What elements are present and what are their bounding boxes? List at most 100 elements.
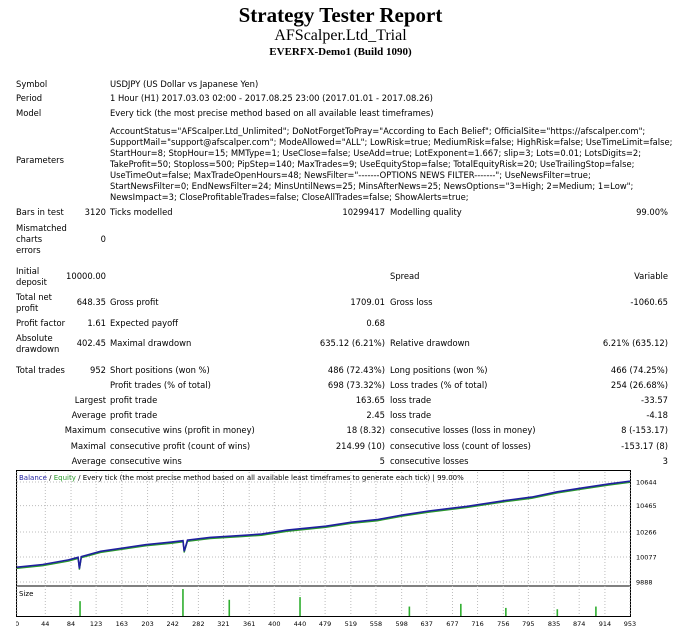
- balance-equity-chart: 10644 10465 10266 10077 9888 0 44 84 123 163 203 2…: [16, 470, 657, 628]
- mismatched-value: 0: [100, 234, 106, 244]
- y-tick-label: 10266: [636, 529, 657, 537]
- maximal-consecutive-profit-value: 214.99 (10): [335, 441, 385, 451]
- gross-loss-value: -1060.65: [630, 297, 668, 307]
- gross-profit-value: 1709.01: [350, 297, 385, 307]
- profit-trades-label: Profit trades (% of total): [110, 380, 211, 390]
- x-tick-label: 203: [141, 620, 153, 628]
- average-consecutive-label: Average: [71, 456, 106, 466]
- parameters-line: SupportMail="support@afscalper.com"; Mod…: [110, 137, 673, 147]
- parameters-line: AccountStatus="AFScalper.Ltd_Unlimited";…: [110, 126, 646, 136]
- largest-loss-value: -33.57: [641, 395, 668, 405]
- average-consecutive-losses-label: consecutive losses: [390, 456, 469, 466]
- x-tick-label: 756: [497, 620, 509, 628]
- max-consecutive-wins-label: consecutive wins (profit in money): [110, 425, 255, 435]
- x-tick-label: 0: [16, 620, 19, 628]
- expected-payoff-value: 0.68: [366, 318, 385, 328]
- maximal-drawdown-label: Maximal drawdown: [110, 338, 192, 348]
- gross-profit-label: Gross profit: [110, 297, 159, 307]
- average-profit-label: profit trade: [110, 410, 158, 420]
- absolute-drawdown-label-2: drawdown: [16, 344, 60, 354]
- x-tick-label: 163: [116, 620, 128, 628]
- x-tick-label: 795: [522, 620, 534, 628]
- period-label: Period: [16, 93, 43, 103]
- max-consecutive-wins-value: 18 (8.32): [346, 425, 385, 435]
- volume-bar: [505, 607, 507, 616]
- parameters-line: UseTimeOut=false; MaxTradeOpenHours=48; …: [110, 170, 591, 180]
- x-tick-label: 84: [67, 620, 75, 628]
- volume-bar: [556, 609, 559, 616]
- x-tick-label: 44: [41, 620, 49, 628]
- y-tick-label: 10465: [636, 502, 657, 510]
- x-tick-label: 242: [166, 620, 178, 628]
- x-axis-ticks: 0 44 84 123 163 203 242 282 321 361 400 440 479 519 55…: [16, 620, 636, 628]
- volume-bar: [595, 606, 597, 616]
- x-tick-label: 637: [421, 620, 433, 628]
- absolute-drawdown-value: 402.45: [76, 338, 106, 348]
- y-tick-label: 10077: [636, 554, 657, 562]
- maximum-label: Maximum: [64, 425, 106, 435]
- average-consecutive-losses-value: 3: [662, 456, 668, 466]
- legend-equity: Equity: [54, 474, 76, 482]
- parameters-line: TakeProfit=50; Stoploss=500; PipStep=140…: [110, 159, 635, 169]
- x-tick-label: 953: [624, 620, 636, 628]
- profit-trades-value: 698 (73.32%): [327, 380, 385, 390]
- parameters-line: NewsImpact=3; CloseProfitableTrades=fals…: [110, 192, 469, 202]
- chart-caption: Every tick (the most precise method base…: [83, 474, 464, 482]
- largest-loss-label: loss trade: [390, 395, 432, 405]
- parameters-label: Parameters: [16, 155, 64, 165]
- x-tick-label: 677: [446, 620, 458, 628]
- bars-value: 3120: [84, 207, 106, 217]
- mismatched-label-3: errors: [16, 245, 41, 255]
- x-tick-label: 400: [268, 620, 280, 628]
- average-consecutive-wins-value: 5: [379, 456, 385, 466]
- largest-label: Largest: [74, 395, 106, 405]
- absolute-drawdown-label-1: Absolute: [16, 333, 53, 343]
- parameters-line: StartHour=8; StopHour=15; MMType=1; UseC…: [110, 148, 642, 158]
- maximal-label: Maximal: [70, 441, 106, 451]
- parameters-line: StartNewsFilter=0; EndNewsFilter=24; Min…: [110, 181, 634, 191]
- x-tick-label: 440: [294, 620, 306, 628]
- chart-frame: [16, 470, 631, 617]
- volume-bars: [79, 589, 597, 616]
- expected-payoff-label: Expected payoff: [110, 318, 179, 328]
- volume-bar: [79, 601, 81, 616]
- period-value: 1 Hour (H1) 2017.03.03 02:00 - 2017.08.2…: [110, 93, 433, 103]
- profit-factor-label: Profit factor: [16, 318, 66, 328]
- long-positions-value: 466 (74.25%): [610, 365, 668, 375]
- report-subtitle: AFScalper.Ltd_Trial: [274, 27, 407, 44]
- initial-deposit-value: 10000.00: [66, 271, 106, 281]
- x-tick-label: 361: [243, 620, 255, 628]
- total-trades-value: 952: [90, 365, 106, 375]
- mismatched-label-2: charts: [16, 234, 43, 244]
- initial-deposit-label-2: deposit: [16, 277, 47, 287]
- x-tick-label: 321: [217, 620, 229, 628]
- average-loss-value: -4.18: [646, 410, 668, 420]
- server-build: EVERFX-Demo1 (Build 1090): [269, 46, 412, 58]
- volume-bar: [182, 589, 184, 616]
- quality-label: Modelling quality: [390, 207, 462, 217]
- net-profit-label-1: Total net: [16, 292, 52, 302]
- spread-value: Variable: [634, 271, 668, 281]
- x-tick-label: 479: [319, 620, 331, 628]
- x-tick-label: 123: [90, 620, 102, 628]
- average-loss-label: loss trade: [390, 410, 432, 420]
- symbol-label: Symbol: [16, 79, 48, 89]
- y-tick-label: 10644: [636, 479, 657, 487]
- mismatched-label-1: Mismatched: [16, 223, 67, 233]
- x-tick-label: 874: [573, 620, 585, 628]
- volume-bar: [460, 603, 462, 616]
- average-label: Average: [71, 410, 106, 420]
- largest-profit-value: 163.65: [355, 395, 385, 405]
- max-consecutive-losses-label: consecutive losses (loss in money): [390, 425, 536, 435]
- x-tick-label: 598: [395, 620, 407, 628]
- spread-label: Spread: [390, 271, 420, 281]
- report-title: Strategy Tester Report: [238, 3, 443, 27]
- short-positions-label: Short positions (won %): [110, 365, 210, 375]
- parameters-list: AccountStatus="AFScalper.Ltd_Unlimited";…: [110, 126, 673, 203]
- volume-bar: [408, 606, 411, 616]
- x-tick-label: 914: [599, 620, 611, 628]
- net-profit-value: 648.35: [76, 297, 106, 307]
- volume-bar: [228, 599, 231, 616]
- y-tick-label: 9888: [636, 579, 653, 587]
- average-consecutive-wins-label: consecutive wins: [110, 456, 182, 466]
